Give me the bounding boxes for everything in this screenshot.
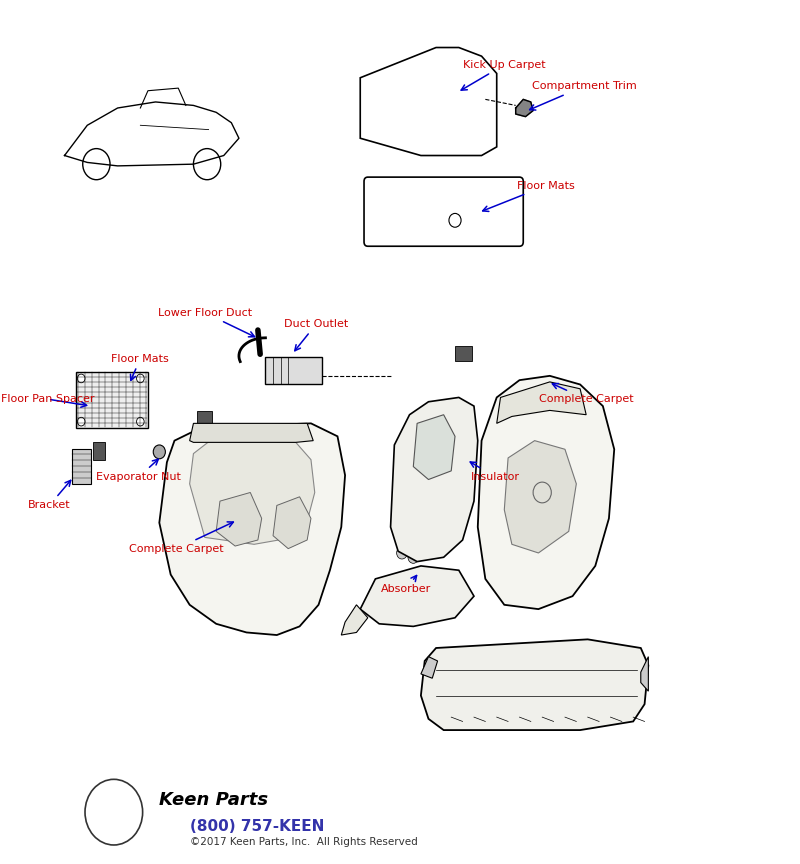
- FancyBboxPatch shape: [76, 372, 148, 428]
- Polygon shape: [360, 566, 474, 626]
- Circle shape: [137, 417, 144, 426]
- Text: ©2017 Keen Parts, Inc.  All Rights Reserved: ©2017 Keen Parts, Inc. All Rights Reserv…: [190, 837, 418, 847]
- Polygon shape: [414, 415, 455, 480]
- FancyBboxPatch shape: [72, 449, 91, 484]
- Text: Floor Mats: Floor Mats: [111, 353, 170, 380]
- Polygon shape: [190, 439, 314, 544]
- Polygon shape: [342, 605, 368, 635]
- Circle shape: [78, 374, 85, 383]
- Text: Lower Floor Duct: Lower Floor Duct: [158, 308, 254, 337]
- Polygon shape: [478, 376, 614, 609]
- Text: Floor Mats: Floor Mats: [482, 181, 575, 212]
- Text: Duct Outlet: Duct Outlet: [284, 319, 348, 351]
- Text: Absorber: Absorber: [381, 575, 431, 594]
- FancyBboxPatch shape: [455, 346, 472, 361]
- FancyBboxPatch shape: [533, 421, 546, 435]
- Text: Bracket: Bracket: [28, 480, 70, 511]
- Text: Insulator: Insulator: [470, 462, 520, 482]
- Text: Compartment Trim: Compartment Trim: [530, 81, 636, 110]
- Polygon shape: [516, 99, 533, 117]
- Polygon shape: [641, 657, 648, 691]
- Circle shape: [397, 547, 407, 559]
- Polygon shape: [421, 657, 438, 678]
- Polygon shape: [216, 492, 262, 546]
- Text: Complete Carpet: Complete Carpet: [130, 522, 234, 554]
- Text: (800) 757-KEEN: (800) 757-KEEN: [190, 819, 324, 834]
- FancyBboxPatch shape: [94, 442, 105, 460]
- Polygon shape: [190, 423, 314, 442]
- Circle shape: [408, 551, 418, 563]
- Polygon shape: [390, 397, 478, 562]
- FancyBboxPatch shape: [266, 357, 322, 384]
- Polygon shape: [159, 423, 345, 635]
- Circle shape: [137, 374, 144, 383]
- Circle shape: [78, 417, 85, 426]
- Circle shape: [154, 445, 166, 459]
- Polygon shape: [273, 497, 311, 549]
- Polygon shape: [421, 639, 648, 730]
- Text: Evaporator Nut: Evaporator Nut: [97, 459, 182, 482]
- Polygon shape: [504, 441, 576, 553]
- Polygon shape: [497, 382, 586, 423]
- Text: Floor Pan Spacer: Floor Pan Spacer: [1, 394, 94, 407]
- Text: Complete Carpet: Complete Carpet: [539, 384, 634, 404]
- Text: Kick Up Carpet: Kick Up Carpet: [461, 60, 546, 90]
- FancyBboxPatch shape: [198, 411, 212, 427]
- Text: Keen Parts: Keen Parts: [159, 791, 269, 810]
